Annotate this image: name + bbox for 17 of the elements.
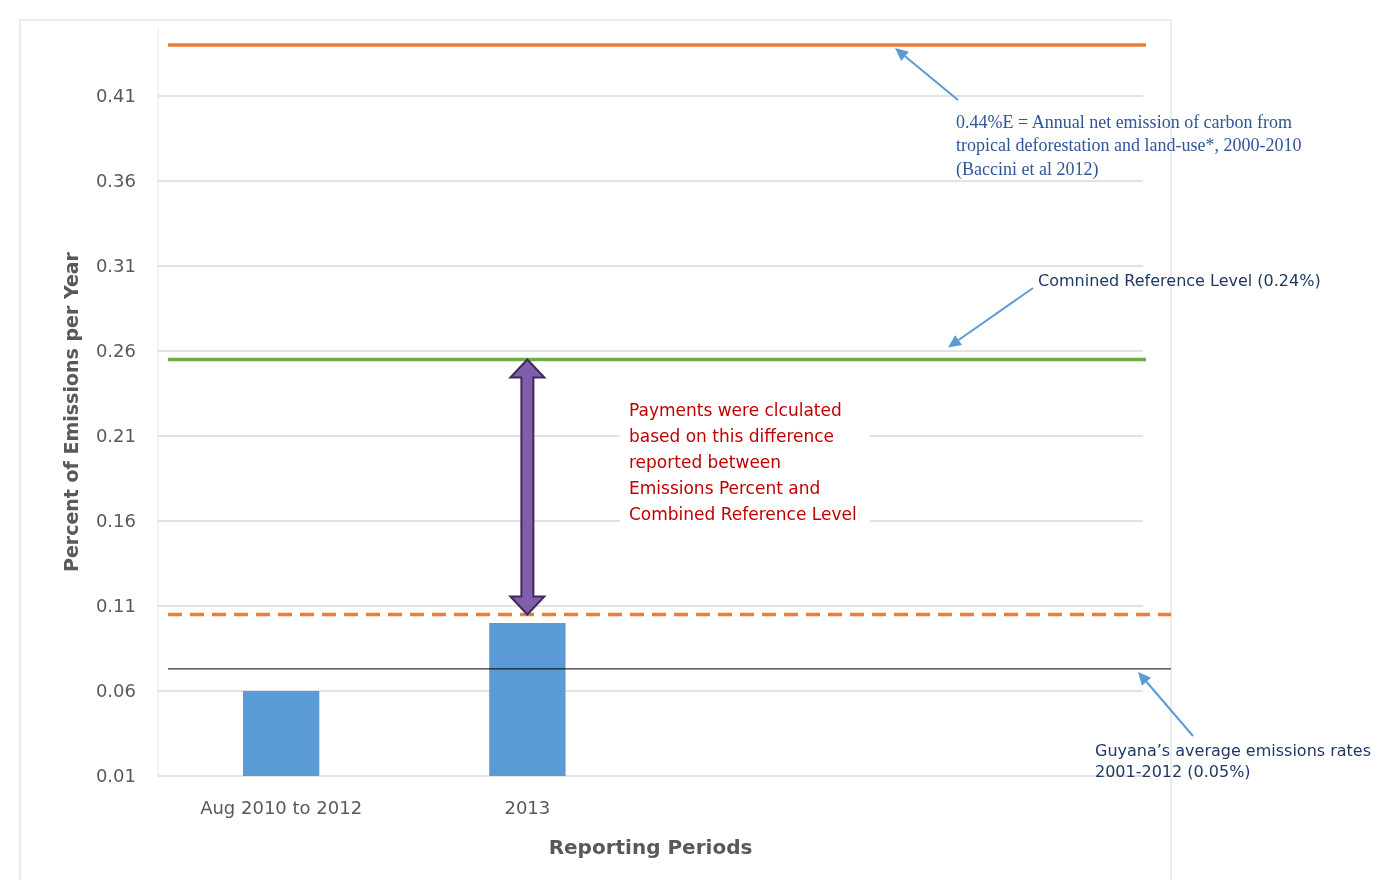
y-tick-label: 0.31 (95, 255, 136, 277)
x-axis-title: Reporting Periods (548, 835, 753, 859)
x-tick-label: Aug 2010 to 2012 (200, 797, 363, 819)
annotation: 0.44%E = Annual net emission of carbon from tropical deforestation and land-use*, 2000-2010 (Baccini et al 2012) (956, 112, 1302, 180)
y-tick-label: 0.16 (95, 510, 136, 532)
y-axis-title: Percent of Emissions per Year (60, 251, 82, 572)
annotation: Payments were clculated based on this difference reported between Emissions Percent and Combined Reference Level (629, 400, 857, 524)
y-tick-label: 0.41 (95, 85, 136, 107)
y-tick-label: 0.21 (95, 425, 136, 447)
y-tick-label: 0.11 (95, 595, 136, 617)
y-tick-label: 0.01 (95, 765, 136, 787)
y-tick-label: 0.26 (95, 340, 136, 362)
y-tick-label: 0.06 (95, 680, 136, 702)
annotation: Guyana’s average emissions rates 2001-2012 (0.05%) (1095, 741, 1372, 781)
y-tick-label: 0.36 (95, 170, 136, 192)
x-tick-label: 2013 (504, 797, 551, 819)
annotation: Comnined Reference Level (0.24%) (1038, 271, 1321, 290)
